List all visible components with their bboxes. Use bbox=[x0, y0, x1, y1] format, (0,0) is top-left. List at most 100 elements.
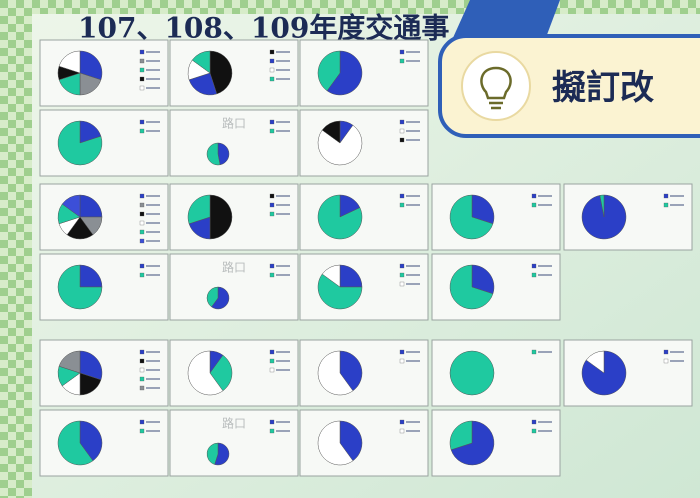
legend-swatch bbox=[400, 50, 404, 54]
legend-line bbox=[146, 360, 160, 362]
legend-line bbox=[276, 121, 290, 123]
legend-line bbox=[146, 213, 160, 215]
legend-swatch bbox=[140, 377, 144, 381]
legend-line bbox=[146, 231, 160, 233]
legend-swatch bbox=[270, 203, 274, 207]
legend-swatch bbox=[140, 68, 144, 72]
legend-swatch bbox=[140, 203, 144, 207]
legend-swatch bbox=[400, 194, 404, 198]
legend-swatch bbox=[140, 120, 144, 124]
legend-swatch bbox=[140, 59, 144, 63]
legend-line bbox=[276, 360, 290, 362]
legend-swatch bbox=[140, 420, 144, 424]
legend-swatch bbox=[270, 77, 274, 81]
legend-swatch bbox=[270, 429, 274, 433]
legend-line bbox=[276, 195, 290, 197]
legend-line bbox=[406, 51, 420, 53]
legend-swatch bbox=[270, 368, 274, 372]
legend-swatch bbox=[140, 273, 144, 277]
legend-line bbox=[406, 421, 420, 423]
icon-circle bbox=[462, 52, 530, 120]
legend-line bbox=[276, 78, 290, 80]
legend-line bbox=[276, 430, 290, 432]
legend-line bbox=[670, 204, 684, 206]
legend-line bbox=[146, 378, 160, 380]
legend-swatch bbox=[400, 273, 404, 277]
legend-swatch bbox=[270, 59, 274, 63]
legend-line bbox=[406, 351, 420, 353]
legend-swatch bbox=[270, 194, 274, 198]
legend-swatch bbox=[532, 273, 536, 277]
legend-line bbox=[146, 430, 160, 432]
legend-line bbox=[146, 265, 160, 267]
legend-swatch bbox=[140, 230, 144, 234]
legend-line bbox=[146, 369, 160, 371]
legend-swatch bbox=[140, 359, 144, 363]
legend-swatch bbox=[400, 420, 404, 424]
legend-line bbox=[406, 265, 420, 267]
legend-swatch bbox=[140, 386, 144, 390]
legend-line bbox=[146, 222, 160, 224]
legend-swatch bbox=[140, 50, 144, 54]
legend-swatch bbox=[664, 203, 668, 207]
legend-line bbox=[276, 69, 290, 71]
legend-swatch bbox=[532, 194, 536, 198]
legend-line bbox=[406, 139, 420, 141]
legend-swatch bbox=[140, 86, 144, 90]
legend-swatch bbox=[400, 264, 404, 268]
legend-line bbox=[276, 274, 290, 276]
legend-swatch bbox=[400, 359, 404, 363]
legend-line bbox=[538, 351, 552, 353]
border-pattern bbox=[0, 0, 32, 498]
legend-swatch bbox=[270, 120, 274, 124]
legend-swatch bbox=[400, 129, 404, 133]
legend-line bbox=[146, 51, 160, 53]
legend-swatch bbox=[664, 350, 668, 354]
legend-line bbox=[276, 421, 290, 423]
legend-line bbox=[670, 360, 684, 362]
legend-line bbox=[276, 351, 290, 353]
panel-label: 路口 bbox=[222, 416, 246, 431]
legend-line bbox=[146, 87, 160, 89]
legend-line bbox=[406, 60, 420, 62]
legend-swatch bbox=[140, 77, 144, 81]
legend-line bbox=[538, 430, 552, 432]
legend-line bbox=[276, 213, 290, 215]
legend-swatch bbox=[270, 359, 274, 363]
legend-line bbox=[146, 240, 160, 242]
legend-swatch bbox=[270, 273, 274, 277]
legend-line bbox=[670, 195, 684, 197]
legend-swatch bbox=[400, 203, 404, 207]
panel-label: 路口 bbox=[222, 116, 246, 131]
legend-swatch bbox=[400, 59, 404, 63]
legend-line bbox=[406, 204, 420, 206]
legend-swatch bbox=[532, 429, 536, 433]
legend-swatch bbox=[270, 129, 274, 133]
legend-swatch bbox=[140, 212, 144, 216]
legend-swatch bbox=[270, 264, 274, 268]
legend-line bbox=[146, 69, 160, 71]
legend-swatch bbox=[664, 359, 668, 363]
legend-swatch bbox=[532, 264, 536, 268]
legend-swatch bbox=[270, 68, 274, 72]
legend-line bbox=[538, 421, 552, 423]
legend-swatch bbox=[400, 138, 404, 142]
panel-label: 路口 bbox=[222, 260, 246, 275]
legend-swatch bbox=[532, 203, 536, 207]
legend-swatch bbox=[270, 350, 274, 354]
legend-line bbox=[406, 195, 420, 197]
legend-swatch bbox=[140, 429, 144, 433]
legend-line bbox=[406, 430, 420, 432]
pie-slice bbox=[450, 351, 494, 395]
legend-swatch bbox=[400, 350, 404, 354]
legend-line bbox=[276, 369, 290, 371]
legend-swatch bbox=[270, 50, 274, 54]
legend-line bbox=[406, 130, 420, 132]
legend-line bbox=[538, 204, 552, 206]
slide: 107、108、109年度交通事 路口路口路口 擬訂改 bbox=[0, 0, 700, 498]
legend-swatch bbox=[140, 129, 144, 133]
legend-line bbox=[276, 265, 290, 267]
legend-swatch bbox=[140, 239, 144, 243]
legend-line bbox=[276, 51, 290, 53]
legend-line bbox=[146, 204, 160, 206]
